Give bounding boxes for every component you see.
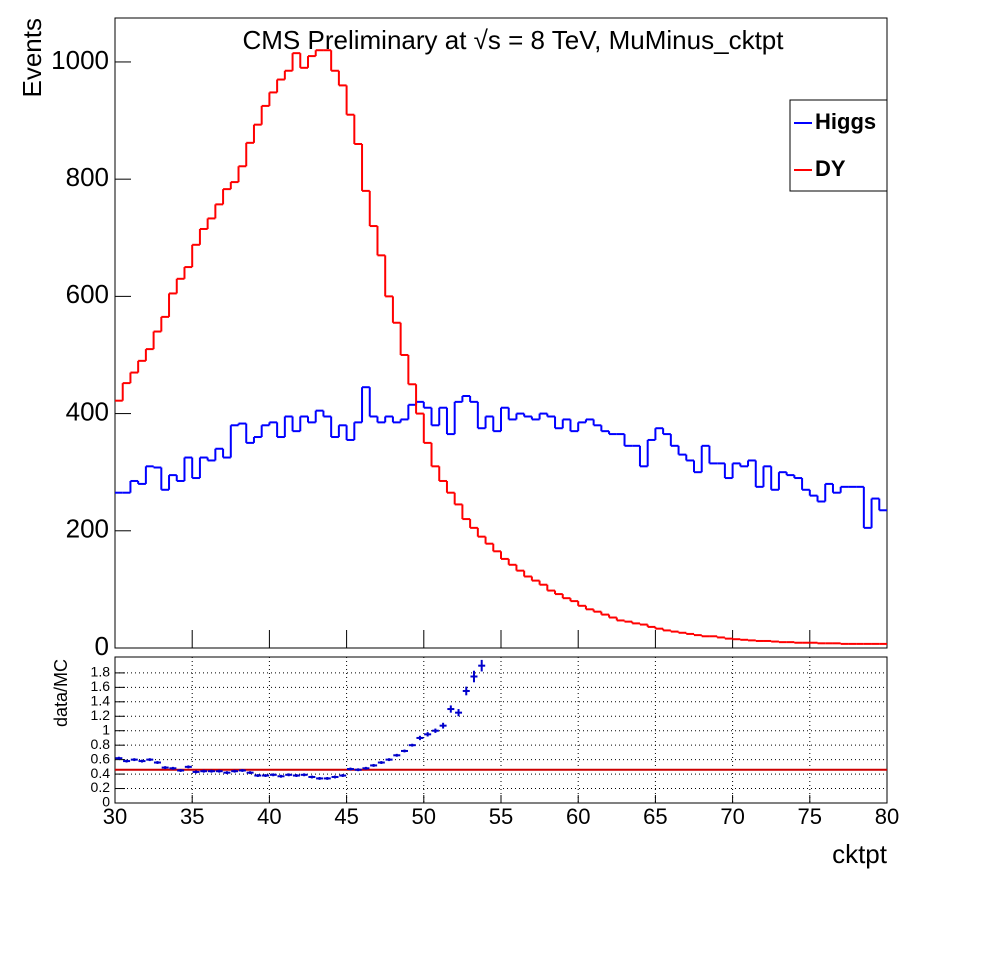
data-point <box>200 769 208 773</box>
x-axis-label: cktpt <box>832 839 888 869</box>
y-axis-label: Events <box>17 18 47 98</box>
data-point <box>115 756 123 760</box>
y-axis-label: data/MC <box>51 659 71 727</box>
y-tick-label: 0 <box>102 794 110 810</box>
data-point <box>238 769 246 772</box>
data-point <box>254 774 262 777</box>
data-point <box>354 768 362 772</box>
chart-title: CMS Preliminary at √s = 8 TeV, MuMinus_c… <box>243 25 785 55</box>
data-point <box>439 722 447 729</box>
data-point <box>184 765 192 769</box>
y-tick-label: 400 <box>66 396 109 426</box>
data-point <box>416 735 424 741</box>
x-tick-label: 55 <box>489 804 513 829</box>
data-point <box>385 758 393 762</box>
data-point <box>292 774 300 777</box>
data-point <box>462 686 470 696</box>
x-tick-label: 60 <box>566 804 590 829</box>
data-point <box>424 732 432 737</box>
y-tick-label: 1.6 <box>91 678 111 694</box>
data-point <box>208 769 215 773</box>
data-point <box>408 743 416 747</box>
legend-label: Higgs <box>815 109 876 134</box>
x-tick-label: 70 <box>720 804 744 829</box>
data-point <box>123 759 131 763</box>
data-point <box>346 767 354 771</box>
data-point <box>246 771 254 775</box>
data-point <box>277 774 285 778</box>
legend-box <box>789 99 888 192</box>
data-point <box>377 761 385 764</box>
data-point <box>153 761 161 764</box>
data-point <box>138 759 146 763</box>
data-point <box>130 758 138 762</box>
y-tick-label: 800 <box>66 162 109 192</box>
data-point <box>223 771 231 775</box>
data-point <box>285 773 293 777</box>
data-point <box>447 705 455 713</box>
x-tick-label: 35 <box>180 804 204 829</box>
y-tick-label: 0.4 <box>91 765 111 781</box>
y-tick-label: 600 <box>66 279 109 309</box>
x-tick-label: 65 <box>643 804 667 829</box>
y-tick-label: 1.4 <box>91 693 111 709</box>
x-tick-label: 40 <box>257 804 281 829</box>
data-point <box>262 774 270 777</box>
data-point <box>331 775 339 779</box>
y-tick-label: 0.6 <box>91 750 111 766</box>
data-point <box>215 769 223 773</box>
data-point <box>192 770 200 774</box>
data-point <box>269 773 277 777</box>
y-tick-label: 1.2 <box>91 707 111 723</box>
y-tick-label: 0.8 <box>91 736 111 752</box>
data-point <box>316 776 324 780</box>
data-point <box>431 728 439 733</box>
x-tick-label: 75 <box>798 804 822 829</box>
data-point <box>161 766 169 770</box>
data-point <box>300 773 308 777</box>
data-point <box>362 766 370 770</box>
x-tick-label: 45 <box>334 804 358 829</box>
data-point <box>470 670 478 683</box>
data-point <box>393 753 401 757</box>
data-point <box>370 763 378 767</box>
data-point <box>478 659 486 672</box>
y-tick-label: 1 <box>102 721 110 737</box>
data-point <box>401 749 408 753</box>
data-point <box>339 774 347 777</box>
data-point <box>231 769 239 773</box>
y-tick-label: 1000 <box>51 45 109 75</box>
data-point <box>169 766 177 770</box>
y-tick-label: 1.8 <box>91 664 111 680</box>
legend-label: DY <box>815 156 846 181</box>
x-tick-label: 50 <box>412 804 436 829</box>
y-tick-label: 0.2 <box>91 779 111 795</box>
x-tick-label: 30 <box>103 804 127 829</box>
data-point <box>323 776 331 780</box>
data-point <box>455 709 463 717</box>
x-tick-label: 80 <box>875 804 899 829</box>
data-point <box>177 769 185 772</box>
y-tick-label: 200 <box>66 514 109 544</box>
data-point <box>308 775 316 779</box>
data-point <box>146 758 154 762</box>
y-tick-label: 0 <box>95 631 109 661</box>
